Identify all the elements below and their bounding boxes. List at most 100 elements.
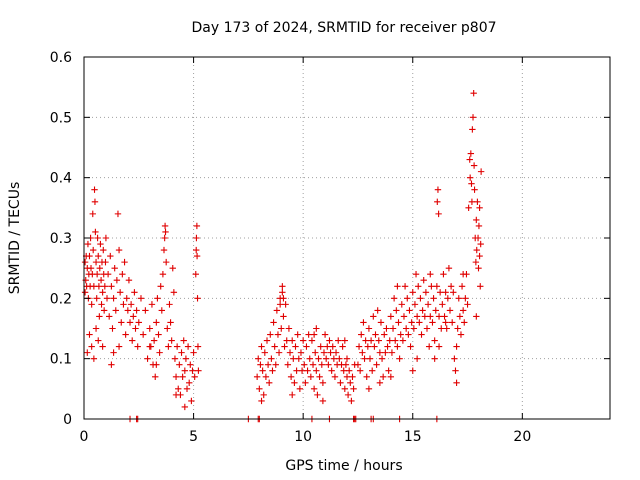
data-point [281,343,288,350]
data-point [99,343,106,350]
data-point [394,343,401,350]
data-point [270,319,277,326]
y-tick-label: 0 [63,412,72,428]
data-point [110,349,117,356]
data-point [400,313,408,320]
data-point [348,397,355,405]
data-point [424,301,432,308]
data-point [475,222,483,230]
data-point [470,90,477,97]
data-point [146,343,153,350]
data-point [408,319,415,326]
data-point [449,319,456,326]
data-point [98,301,105,308]
data-point [326,337,333,344]
data-point [261,349,269,356]
data-point [142,307,149,314]
data-point [91,198,99,205]
data-point [332,349,340,356]
data-point [155,331,162,338]
data-point [435,313,443,320]
data-point [170,289,178,296]
data-point [153,361,160,368]
data-point [96,264,103,272]
data-point [381,331,388,338]
data-point [439,301,446,308]
data-point [313,367,320,374]
data-point [184,343,192,350]
data-point [289,391,296,399]
data-point [374,307,381,314]
data-point [286,349,294,356]
data-point [161,234,168,242]
data-point [84,240,92,248]
data-point [148,301,156,308]
data-point [395,319,402,326]
data-point [342,361,350,368]
data-point [110,295,117,302]
data-point [467,150,475,157]
x-tick-label: 0 [80,429,89,445]
data-point [258,343,265,350]
data-point [418,331,425,338]
data-point [92,228,99,236]
data-point [315,355,322,362]
data-point [324,343,331,350]
data-point [94,234,101,242]
data-point [157,283,164,290]
data-point [441,313,448,320]
data-point [188,397,195,405]
data-point [468,198,476,205]
data-point [95,337,102,344]
x-tick-label: 15 [404,429,422,445]
data-point [376,379,384,386]
data-point [275,349,283,356]
data-point [370,313,377,320]
data-point [379,373,387,380]
x-axis-label: GPS time / hours [285,458,402,474]
data-point [477,240,484,248]
data-point [473,216,480,224]
data-point [109,325,116,332]
data-point [427,271,434,278]
data-point [262,373,270,380]
data-point [135,319,142,326]
data-point [390,295,398,302]
data-point [193,222,201,230]
data-point [327,349,334,356]
data-point [317,343,324,350]
y-tick-label: 0.6 [50,50,72,66]
data-point [312,349,319,356]
data-point [319,397,327,405]
data-point [474,198,481,205]
data-point [97,240,104,248]
data-point [461,319,468,326]
data-point [186,379,193,386]
data-point [259,367,266,374]
data-point [96,313,103,320]
data-point [413,313,421,320]
data-point [356,367,364,374]
data-point [468,180,475,187]
data-point [385,367,392,374]
data-point [280,295,287,302]
data-point [331,373,339,380]
data-point [181,367,189,374]
data-point [106,313,113,320]
data-point [421,313,429,320]
data-point [393,307,400,314]
data-point [97,277,105,284]
data-point [104,271,112,278]
y-tick-label: 0.4 [50,171,72,187]
data-point [130,313,137,320]
data-point [392,337,399,344]
data-point [365,385,373,393]
data-point [320,349,328,356]
data-point [475,264,482,272]
data-point [313,325,320,332]
data-point [477,283,484,290]
data-point [376,349,384,356]
data-point [112,307,119,314]
y-tick-label: 0.5 [50,110,72,126]
axis-ticks [83,56,610,420]
